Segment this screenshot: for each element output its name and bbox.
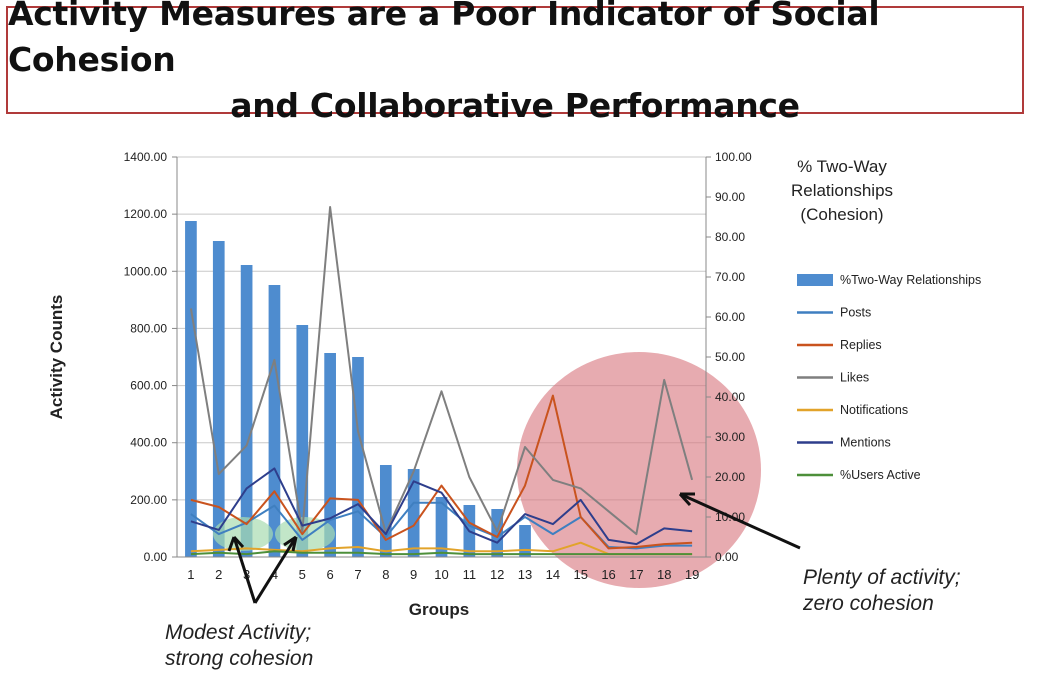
annotation-arrow <box>679 492 801 550</box>
y2-tick-label: 40.00 <box>715 390 745 404</box>
series-line-mentions <box>190 467 693 546</box>
y-tick-label: 1200.00 <box>124 207 168 221</box>
y-tick-label: 800.00 <box>130 321 167 335</box>
bar-two-way-relationships <box>240 265 253 557</box>
bar-two-way-relationships <box>212 241 225 557</box>
y2-tick-label: 20.00 <box>715 470 745 484</box>
y-tick-label: 1400.00 <box>124 150 168 164</box>
x-axis-title: Groups <box>409 600 469 619</box>
y2-tick-label: 70.00 <box>715 270 745 284</box>
x-tick-label: 2 <box>215 567 222 582</box>
x-tick-label: 11 <box>463 567 477 582</box>
x-tick-label: 12 <box>490 567 504 582</box>
y2-tick-label: 0.00 <box>715 550 739 564</box>
legend-label: %Users Active <box>840 468 921 482</box>
legend-label: Replies <box>840 338 882 352</box>
y2-axis-title: (Cohesion) <box>800 205 883 224</box>
y2-tick-label: 90.00 <box>715 190 745 204</box>
x-tick-label: 19 <box>685 567 699 582</box>
series-line-replies <box>190 394 693 550</box>
bar-two-way-relationships <box>407 469 420 557</box>
bar-two-way-relationships <box>519 525 531 557</box>
legend-label: Posts <box>840 306 871 320</box>
page-title-line-2: and Collaborative Performance <box>230 86 800 125</box>
y-tick-label: 1000.00 <box>124 264 168 278</box>
bar-two-way-relationships <box>324 353 336 557</box>
legend-label: Mentions <box>840 436 891 450</box>
series-line--users-active <box>190 550 693 556</box>
annotation-right-text: zero cohesion <box>802 592 934 615</box>
highlight-zero-cohesion-circle <box>517 352 761 588</box>
legend-swatch <box>797 274 833 286</box>
y-tick-label: 200.00 <box>130 493 167 507</box>
annotation-left-text: strong cohesion <box>165 647 313 670</box>
x-tick-label: 9 <box>410 567 417 582</box>
arrow-head <box>678 492 695 507</box>
arrow-head <box>227 535 245 552</box>
page-title-line-1: Activity Measures are a Poor Indicator o… <box>8 0 880 79</box>
x-tick-label: 8 <box>382 567 389 582</box>
annotation-right-text: Plenty of activity; <box>803 566 961 589</box>
bar-two-way-relationships <box>296 325 309 557</box>
bar-two-way-relationships <box>491 509 504 557</box>
highlight-strong-cohesion-blob <box>213 517 273 551</box>
arrow-head <box>283 535 298 552</box>
x-tick-label: 16 <box>601 567 615 582</box>
bar-two-way-relationships <box>435 497 448 557</box>
legend-label: Likes <box>840 371 869 385</box>
y-tick-label: 400.00 <box>130 436 167 450</box>
y2-tick-label: 30.00 <box>715 430 745 444</box>
series-line-likes <box>189 206 694 536</box>
y2-tick-label: 50.00 <box>715 350 745 364</box>
title-box: Activity Measures are a Poor Indicator o… <box>6 0 1024 125</box>
x-tick-label: 10 <box>434 567 448 582</box>
y2-tick-label: 60.00 <box>715 310 745 324</box>
bar-two-way-relationships <box>352 357 364 557</box>
annotation-arrow <box>232 536 257 604</box>
y2-tick-label: 80.00 <box>715 230 745 244</box>
annotation-left-text: Modest Activity; <box>165 621 311 644</box>
legend-label: %Two-Way Relationships <box>840 273 981 287</box>
x-tick-label: 5 <box>299 567 306 582</box>
x-tick-label: 6 <box>327 567 334 582</box>
y-axis-title: Activity Counts <box>47 295 66 420</box>
y-tick-label: 0.00 <box>144 550 168 564</box>
legend-label: Notifications <box>840 403 908 417</box>
y2-axis-title: Relationships <box>791 181 893 200</box>
y2-axis-title: % Two-Way <box>797 157 887 176</box>
bar-two-way-relationships <box>185 221 197 557</box>
bar-two-way-relationships <box>379 465 392 557</box>
x-tick-label: 7 <box>354 567 361 582</box>
y-tick-label: 600.00 <box>130 379 167 393</box>
annotation-arrow <box>253 536 298 604</box>
y2-tick-label: 100.00 <box>715 150 752 164</box>
x-tick-label: 13 <box>518 567 532 582</box>
x-tick-label: 15 <box>573 567 587 582</box>
x-tick-label: 1 <box>187 567 194 582</box>
x-tick-label: 18 <box>657 567 671 582</box>
x-tick-label: 14 <box>546 567 560 582</box>
bar-two-way-relationships <box>268 285 281 557</box>
x-tick-label: 17 <box>629 567 643 582</box>
